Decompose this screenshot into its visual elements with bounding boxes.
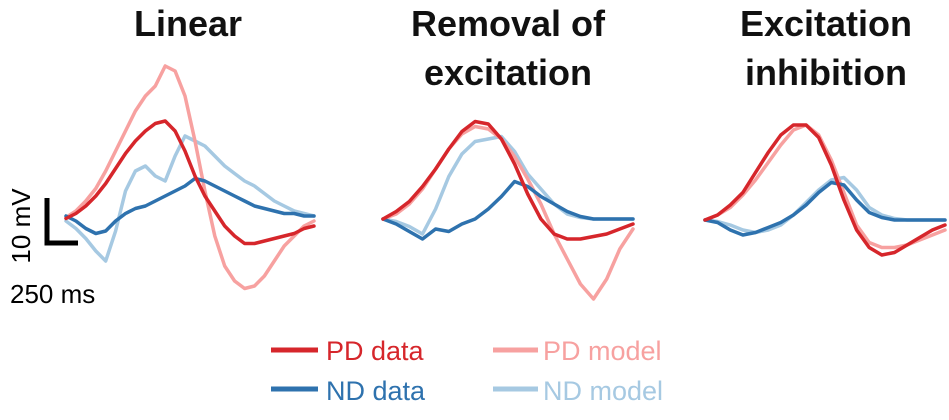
- trace-panel-2-nd-data: [381, 179, 635, 241]
- scale-time-label: 250 ms: [10, 279, 95, 309]
- panel-linear: [64, 64, 316, 291]
- legend-label-nd-model: ND model: [543, 376, 663, 406]
- panel-2-title-line-1: Removal of: [411, 3, 606, 44]
- panel-removal-of-excitation: [381, 119, 635, 301]
- panel-3-title-line-2: inhibition: [745, 52, 907, 93]
- scale-bar: [44, 198, 78, 246]
- panel-3-title-line-1: Excitation: [740, 3, 912, 44]
- scale-voltage-label: 10 mV: [6, 188, 36, 264]
- legend-label-nd-data: ND data: [326, 376, 426, 406]
- panel-1-title: Linear: [134, 3, 242, 44]
- legend: PD data PD model ND data ND model: [271, 336, 663, 406]
- trace-panel-1-pd-model: [64, 64, 316, 291]
- trace-panel-2-pd-data: [381, 119, 635, 241]
- panel-excitation-inhibition: [703, 123, 947, 257]
- trace-panel-3-pd-data: [703, 123, 947, 257]
- legend-label-pd-data: PD data: [326, 336, 425, 366]
- trace-panel-1-pd-data: [64, 119, 316, 246]
- trace-panel-3-nd-data: [703, 180, 947, 237]
- trace-panel-1-nd-model: [64, 134, 316, 263]
- legend-label-pd-model: PD model: [543, 336, 662, 366]
- trace-panel-1-nd-data: [64, 176, 316, 236]
- panel-2-title-line-2: excitation: [424, 52, 592, 93]
